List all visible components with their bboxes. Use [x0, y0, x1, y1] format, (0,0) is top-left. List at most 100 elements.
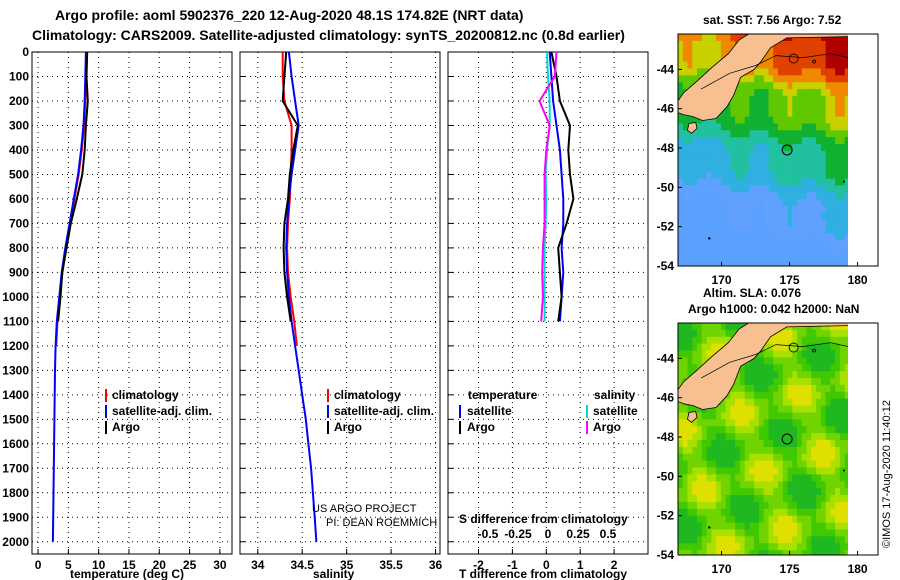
map-cell [716, 515, 722, 524]
map-cell [830, 405, 836, 414]
map-cell [825, 82, 831, 90]
map-cell [716, 233, 722, 242]
map-cell [839, 206, 846, 214]
map-cell [801, 515, 808, 524]
map-cell [735, 82, 741, 90]
map-cell [735, 488, 741, 496]
map-cell [711, 192, 717, 200]
map-cell [835, 212, 841, 221]
map-cell [864, 179, 869, 187]
map-cell [759, 123, 765, 131]
map-cell [878, 110, 883, 118]
map-cell [782, 391, 789, 400]
map-cell [754, 261, 760, 266]
map-cell [759, 247, 765, 255]
map-cell [773, 254, 779, 262]
map-cell [720, 501, 727, 510]
map-cell [730, 34, 736, 42]
map-cell [778, 178, 784, 186]
map-cell [763, 488, 770, 496]
map-cell [801, 61, 808, 69]
series-line-t-argo [550, 51, 575, 322]
map-cell [701, 508, 708, 517]
map-cell [711, 495, 717, 503]
map-cell [820, 233, 827, 242]
land-new-zealand [678, 323, 848, 410]
map-cell [816, 323, 822, 331]
map-cell [864, 89, 869, 97]
s-tick-label: 0 [545, 527, 552, 541]
map-cell [730, 426, 736, 434]
map-cell [869, 440, 874, 448]
map-cell [754, 495, 760, 503]
map-cell [825, 178, 831, 186]
map-cell [849, 261, 854, 269]
map-cell [701, 261, 708, 266]
map-cell [859, 240, 864, 248]
map-cell [706, 412, 712, 420]
map-cell [864, 103, 869, 111]
series-line-argo [57, 51, 89, 322]
map-cell [730, 419, 736, 427]
map-cell [687, 501, 693, 510]
map-cell [711, 178, 717, 186]
map-cell [839, 343, 846, 352]
map-cell [744, 151, 751, 159]
map-cell [878, 234, 883, 242]
map-cell [692, 192, 698, 200]
map-cell [811, 212, 817, 221]
map-cell [835, 261, 841, 266]
map-cell [820, 350, 827, 358]
map-cell [825, 329, 831, 338]
map-cell [844, 137, 848, 145]
map-cell [869, 199, 874, 207]
map-cell [716, 206, 722, 214]
map-cell [811, 515, 817, 524]
map-cell [749, 137, 755, 145]
map-cell [763, 515, 770, 524]
map-cell [806, 543, 812, 551]
map-cell [835, 467, 841, 475]
map-cell [839, 378, 846, 386]
map-cell [759, 206, 765, 214]
map-cell [716, 495, 722, 503]
map-cell [806, 261, 812, 266]
map-cell [830, 61, 836, 69]
map-cell [678, 515, 684, 524]
map-cell [773, 240, 779, 248]
map-cell [711, 426, 717, 434]
map-cell [849, 172, 854, 180]
map-cell [725, 254, 731, 262]
map-cell [854, 440, 859, 448]
map-cell [820, 364, 827, 372]
map-cell [701, 536, 708, 544]
map-cell [706, 426, 712, 434]
map-cell [864, 426, 869, 434]
map-cell [849, 254, 854, 262]
map-cell [816, 357, 822, 365]
map-cell [839, 233, 846, 242]
map-cell [678, 536, 684, 544]
map-cell [869, 34, 874, 42]
map-cell [787, 61, 793, 69]
map-cell [835, 488, 841, 496]
map-cell [787, 364, 793, 372]
map-cell [711, 171, 717, 180]
bathymetry-contour [700, 342, 848, 379]
grid-layer [32, 51, 648, 554]
map-cell [697, 261, 703, 266]
map-cell [830, 515, 836, 524]
map-cell [835, 508, 841, 517]
map-cell [839, 364, 846, 372]
map-cell [763, 247, 770, 255]
map-cell [763, 343, 770, 352]
map-cell [749, 164, 755, 173]
map-cell [864, 378, 869, 386]
map-cell [825, 192, 831, 200]
map-cell [749, 433, 755, 441]
map-cell [787, 467, 793, 475]
map-cell [678, 412, 684, 420]
map-cell [811, 329, 817, 338]
map-cell [759, 433, 765, 441]
map-cell [806, 350, 812, 358]
